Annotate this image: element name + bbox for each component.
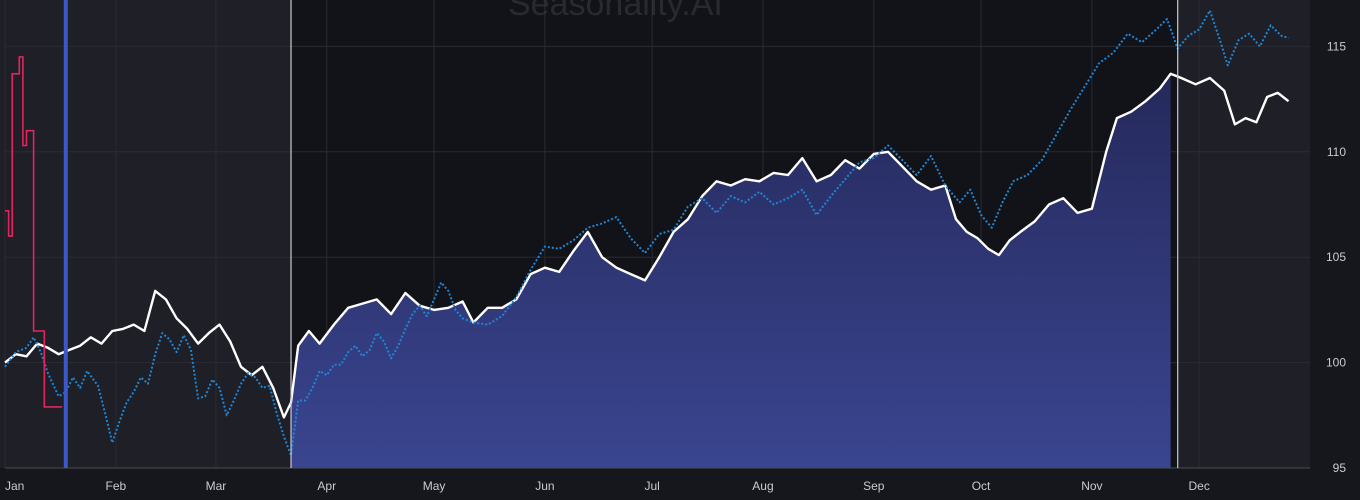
x-tick-label-jul: Jul (644, 479, 659, 493)
seasonal-line (4, 72, 1290, 419)
x-tick-label-jan: Jan (5, 479, 24, 493)
x-tick-label-apr: Apr (317, 479, 336, 493)
x-tick-label-jun: Jun (535, 479, 554, 493)
y-tick-label: 110 (1327, 145, 1346, 159)
x-tick-label-feb: Feb (105, 479, 126, 493)
x-tick-label-dec: Dec (1188, 479, 1209, 493)
x-tick-label-nov: Nov (1081, 479, 1102, 493)
y-tick-label: 100 (1326, 356, 1346, 370)
shaded-region-before (0, 0, 292, 468)
x-tick-label-may: May (423, 479, 446, 493)
watermark: Seasonality.AI (508, 0, 723, 23)
x-tick-label-aug: Aug (752, 479, 773, 493)
x-tick-label-oct: Oct (972, 479, 991, 493)
current-year-line (4, 9, 1289, 457)
x-tick-label-sep: Sep (863, 479, 885, 493)
y-tick-label: 95 (1333, 461, 1347, 475)
shaded-region-after (1177, 0, 1310, 468)
x-axis: Jan Feb Mar Apr May Jun Jul Aug Sep Oct Nov Dec (5, 479, 1210, 493)
y-axis: 95 100 105 110 115 (1326, 39, 1346, 475)
x-tick-label-mar: Mar (206, 479, 227, 493)
y-tick-label: 115 (1327, 39, 1346, 53)
y-tick-label: 105 (1326, 250, 1346, 264)
early-period-line (5, 56, 63, 408)
seasonal-area-fill (291, 73, 1171, 468)
